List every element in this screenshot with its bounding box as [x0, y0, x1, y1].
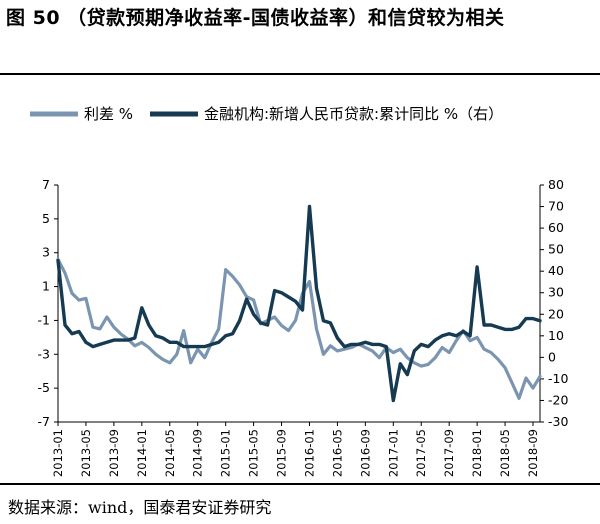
right-tick-label: 80	[548, 177, 564, 192]
left-tick-label: -5	[38, 380, 50, 395]
chart: 利差 % 金融机构:新增人民币贷款:累计同比 %（右） 7 5 3 1 -1 -3 -5 -7…	[30, 105, 569, 477]
right-tick-label: 0	[548, 349, 556, 364]
left-tick-label: 5	[42, 211, 50, 226]
x-tick-label: 2014-05	[163, 429, 177, 477]
x-tick-label: 2018-01	[470, 429, 484, 477]
legend-label-loans: 金融机构:新增人民币贷款:累计同比 %（右）	[204, 105, 503, 123]
x-tick-label: 2018-09	[526, 429, 540, 477]
right-tick-label: 40	[548, 263, 564, 278]
plot-area: 7 5 3 1 -1 -3 -5 -7 80 70 60 50 40 30 20 10 0 -10 -20 -30 20…	[38, 177, 569, 477]
x-tick-label: 2013-01	[51, 429, 65, 477]
series-line-loans	[56, 204, 542, 403]
top-rule	[0, 73, 600, 75]
legend-label-spread: 利差 %	[84, 105, 133, 123]
right-tick-label: 20	[548, 306, 564, 321]
x-tick-label: 2017-05	[414, 429, 428, 477]
x-tick-label: 2018-05	[498, 429, 512, 477]
x-tick-label: 2015-01	[219, 429, 233, 477]
x-tick-label: 2013-09	[107, 429, 121, 477]
x-tick-label: 2013-05	[79, 429, 93, 477]
x-tick-label: 2016-09	[358, 429, 372, 477]
left-tick-label: 1	[42, 279, 50, 294]
x-tick-label: 2014-01	[135, 429, 149, 477]
right-tick-label: 70	[548, 199, 564, 214]
x-tick-label: 2015-09	[275, 429, 289, 477]
x-tick-label: 2017-09	[442, 429, 456, 477]
x-tick-label: 2016-05	[330, 429, 344, 477]
figure-title: 图 50 （贷款预期净收益率-国债收益率）和信贷较为相关	[6, 7, 505, 29]
left-tick-label: 3	[42, 245, 50, 260]
x-tick-label: 2015-05	[247, 429, 261, 477]
x-tick-label: 2014-09	[191, 429, 205, 477]
left-tick-label: -7	[38, 414, 50, 429]
left-tick-label: 7	[42, 177, 50, 192]
source-note: 数据来源：wind，国泰君安证券研究	[8, 498, 272, 517]
right-tick-label: -10	[548, 371, 568, 386]
right-tick-label: 10	[548, 328, 564, 343]
left-tick-label: -3	[38, 346, 50, 361]
left-tick-label: -1	[38, 312, 50, 327]
x-tick-label: 2017-01	[386, 429, 400, 477]
right-tick-label: 50	[548, 242, 564, 257]
right-tick-label: 60	[548, 220, 564, 235]
bottom-rule	[0, 483, 600, 485]
right-tick-label: -30	[548, 414, 568, 429]
legend: 利差 % 金融机构:新增人民币贷款:累计同比 %（右）	[30, 105, 503, 123]
right-tick-label: -20	[548, 392, 568, 407]
series-line-spread	[56, 257, 542, 400]
right-tick-label: 30	[548, 285, 564, 300]
x-tick-label: 2016-01	[302, 429, 316, 477]
